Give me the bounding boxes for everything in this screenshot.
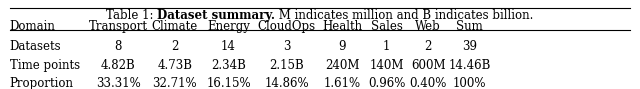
Text: Transport: Transport xyxy=(89,20,148,33)
Text: Datasets: Datasets xyxy=(10,40,61,53)
Text: Energy: Energy xyxy=(207,20,250,33)
Text: 14: 14 xyxy=(221,40,236,53)
Text: Domain: Domain xyxy=(10,20,56,33)
Text: 100%: 100% xyxy=(453,77,486,89)
Text: 140M: 140M xyxy=(369,59,404,72)
Text: 240M: 240M xyxy=(325,59,360,72)
Text: Table 1:: Table 1: xyxy=(106,9,157,22)
Text: 4.73B: 4.73B xyxy=(157,59,192,72)
Text: Web: Web xyxy=(415,20,441,33)
Text: 4.82B: 4.82B xyxy=(101,59,136,72)
Text: 16.15%: 16.15% xyxy=(206,77,251,89)
Text: 2.15B: 2.15B xyxy=(269,59,304,72)
Text: 2: 2 xyxy=(171,40,179,53)
Text: 2.34B: 2.34B xyxy=(211,59,246,72)
Text: 0.96%: 0.96% xyxy=(368,77,405,89)
Text: 8: 8 xyxy=(115,40,122,53)
Text: 14.86%: 14.86% xyxy=(264,77,309,89)
Text: M indicates million and B indicates billion.: M indicates million and B indicates bill… xyxy=(275,9,534,22)
Text: 600M: 600M xyxy=(411,59,445,72)
Text: Sum: Sum xyxy=(456,20,483,33)
Text: Climate: Climate xyxy=(152,20,198,33)
Text: 9: 9 xyxy=(339,40,346,53)
Text: CloudOps: CloudOps xyxy=(258,20,316,33)
Text: 32.71%: 32.71% xyxy=(152,77,197,89)
Text: 39: 39 xyxy=(462,40,477,53)
Text: Dataset summary.: Dataset summary. xyxy=(157,9,275,22)
Text: 1.61%: 1.61% xyxy=(324,77,361,89)
Text: 14.46B: 14.46B xyxy=(449,59,491,72)
Text: 1: 1 xyxy=(383,40,390,53)
Text: Sales: Sales xyxy=(371,20,403,33)
Text: 2: 2 xyxy=(424,40,432,53)
Text: Time points: Time points xyxy=(10,59,80,72)
Text: 33.31%: 33.31% xyxy=(96,77,141,89)
Text: 3: 3 xyxy=(283,40,291,53)
Text: Proportion: Proportion xyxy=(10,77,74,89)
Text: Health: Health xyxy=(323,20,362,33)
Text: 0.40%: 0.40% xyxy=(410,77,447,89)
